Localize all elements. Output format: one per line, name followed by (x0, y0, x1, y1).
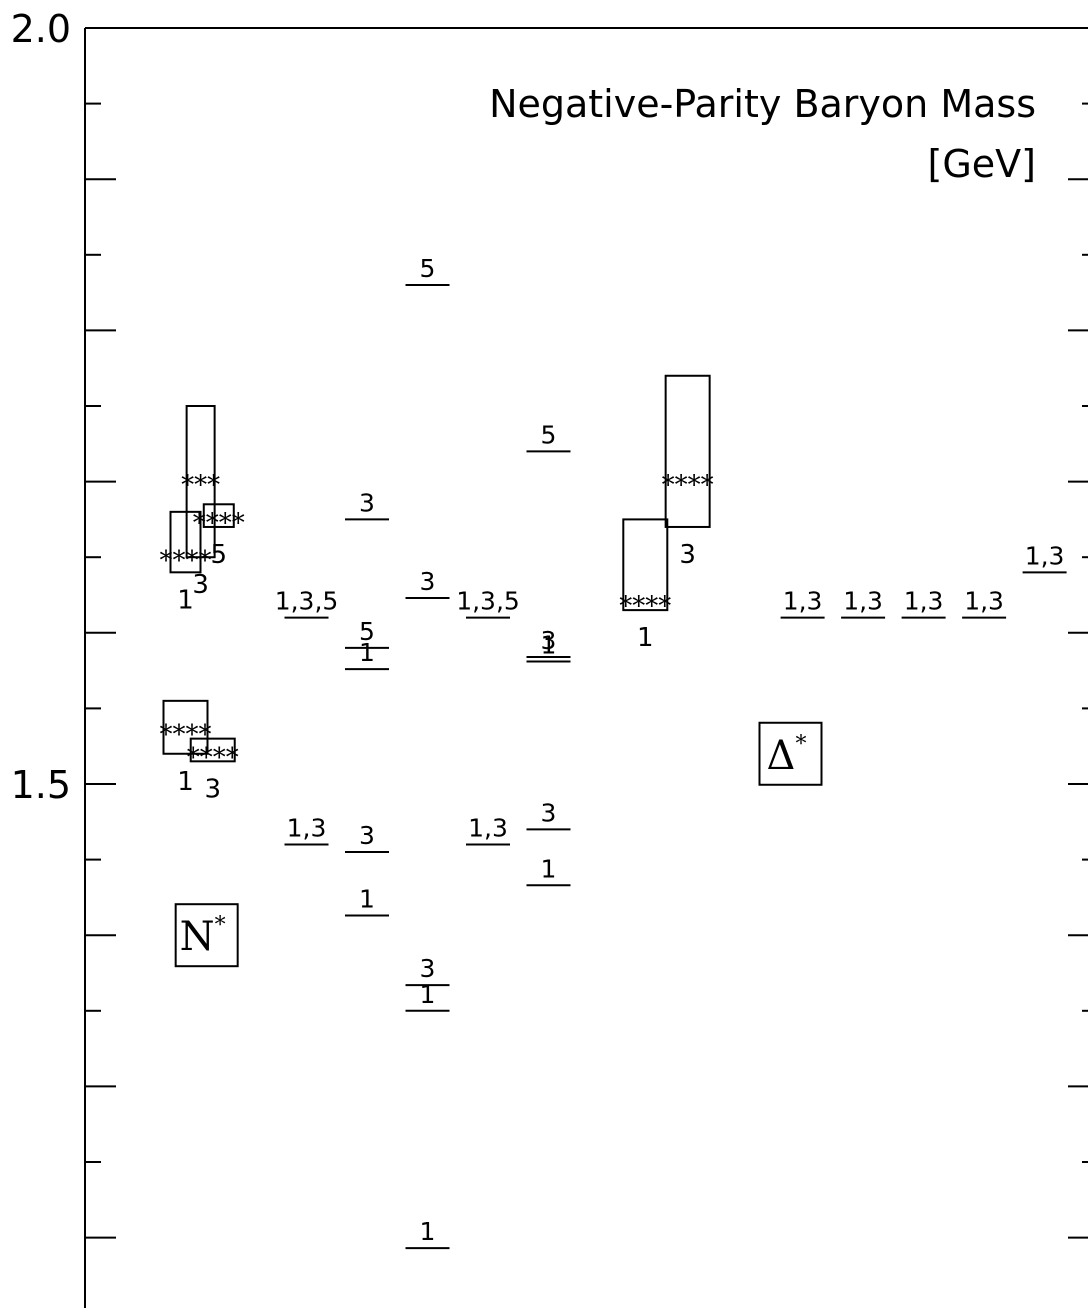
experiment-box (162, 699, 209, 755)
chart-title: Negative-Parity Baryon Mass (489, 82, 1036, 126)
model-level-label: 1,3,5 (456, 587, 520, 616)
group-label: Δ* (767, 732, 807, 779)
model-level-label: 5 (420, 254, 436, 283)
model-level-label: 1,3 (287, 813, 327, 842)
experiment-box (169, 510, 202, 574)
model-level-label: 1,3 (1025, 541, 1065, 570)
experiment-box (185, 405, 216, 559)
model-level-label: 1,3,5 (275, 587, 339, 616)
experiment-spin-label: 1 (637, 623, 654, 653)
experiment-box (202, 503, 235, 528)
model-level-label: 3 (420, 954, 436, 983)
experiment-spin-label: 5 (211, 540, 228, 570)
group-label-star: * (215, 913, 226, 938)
model-level-label: 3 (359, 488, 375, 517)
model-level-label: 1 (420, 980, 436, 1009)
model-level-label: 1,3 (904, 587, 944, 616)
model-level-label: 3 (541, 798, 557, 827)
experiment-spin-label: 1 (177, 767, 194, 797)
group-label-star: * (795, 732, 806, 757)
chart-unit-label: [GeV] (928, 142, 1036, 186)
model-level-label: 1 (359, 885, 375, 914)
model-level-label: 1 (541, 631, 557, 660)
model-level-label: 3 (541, 626, 557, 655)
experiment-stars: **** (619, 592, 671, 622)
y-tick-label: 1.5 (11, 763, 71, 807)
y-tick-label: 2.0 (11, 7, 71, 51)
group-label-box (174, 903, 239, 968)
experiment-stars: **** (187, 743, 239, 773)
experiment-box (622, 518, 669, 612)
experiment-spin-label: 3 (679, 540, 696, 570)
group-label: N* (180, 913, 226, 960)
model-level-label: 1 (420, 1217, 436, 1246)
experiment-stars: **** (662, 471, 714, 501)
marks: N*Δ*****1****3****1***3****5****1****31,… (160, 254, 1067, 1250)
experiment-stars: **** (160, 720, 212, 750)
axes: 2.0 1.5 (11, 7, 1088, 1308)
model-level-label: 1,3 (468, 813, 508, 842)
model-level-label: 1 (359, 638, 375, 667)
group-label-box (758, 721, 823, 786)
model-level-label: 1 (541, 854, 557, 883)
model-level-label: 1,3 (843, 587, 883, 616)
experiment-stars: **** (160, 546, 212, 576)
experiment-stars: **** (193, 508, 245, 538)
experiment-stars: *** (181, 471, 220, 501)
model-level-label: 3 (420, 567, 436, 596)
experiment-spin-label: 3 (204, 774, 221, 804)
model-level-label: 1,3 (783, 587, 823, 616)
experiment-spin-label: 1 (177, 585, 194, 615)
model-level-label: 5 (541, 420, 557, 449)
experiment-box (189, 737, 236, 763)
experiment-spin-label: 3 (192, 570, 209, 600)
experiment-box (664, 374, 711, 528)
model-level-label: 1,3 (964, 587, 1004, 616)
model-level-label: 5 (359, 617, 375, 646)
model-level-label: 3 (359, 821, 375, 850)
